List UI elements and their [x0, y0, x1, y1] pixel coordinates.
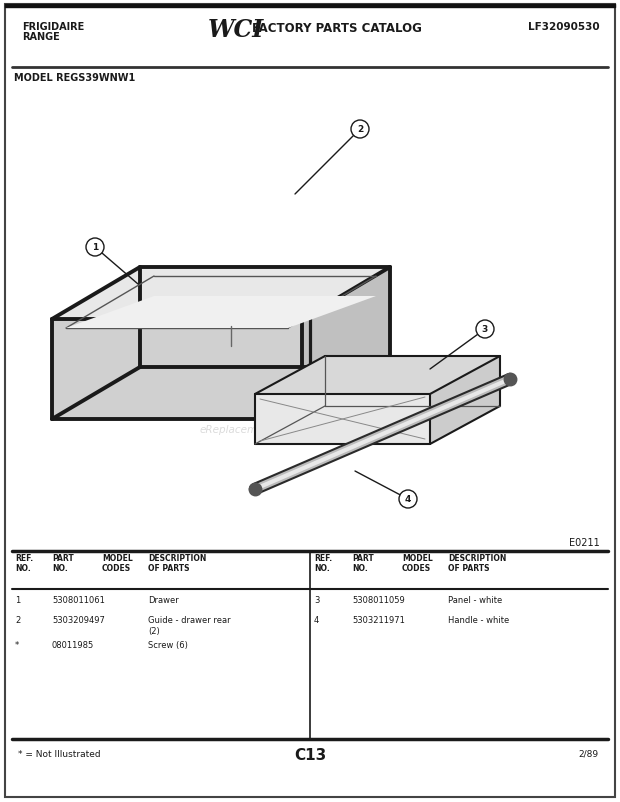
- Text: C13: C13: [294, 747, 326, 762]
- Polygon shape: [52, 268, 390, 320]
- Text: eReplacementParts.com: eReplacementParts.com: [200, 424, 327, 435]
- Polygon shape: [255, 357, 500, 395]
- Text: MODEL
CODES: MODEL CODES: [102, 553, 133, 573]
- Text: Screw (6): Screw (6): [148, 640, 188, 649]
- Text: * = Not Illustrated: * = Not Illustrated: [18, 749, 100, 758]
- Text: REF.
NO.: REF. NO.: [314, 553, 332, 573]
- Text: 4: 4: [405, 495, 411, 504]
- Text: 08011985: 08011985: [52, 640, 94, 649]
- Text: MODEL REGS39WNW1: MODEL REGS39WNW1: [14, 73, 135, 83]
- Text: Guide - drawer rear
(2): Guide - drawer rear (2): [148, 615, 231, 635]
- Text: Panel - white: Panel - white: [448, 595, 502, 604]
- Text: PART
NO.: PART NO.: [52, 553, 74, 573]
- Polygon shape: [255, 395, 430, 444]
- Text: FACTORY PARTS CATALOG: FACTORY PARTS CATALOG: [252, 22, 422, 35]
- Text: FRIGIDAIRE: FRIGIDAIRE: [22, 22, 84, 32]
- Text: 5303211971: 5303211971: [352, 615, 405, 624]
- Text: 2: 2: [357, 125, 363, 134]
- Text: RANGE: RANGE: [22, 32, 60, 42]
- Text: REF.
NO.: REF. NO.: [15, 553, 33, 573]
- Polygon shape: [52, 320, 302, 419]
- Text: 5308011059: 5308011059: [352, 595, 405, 604]
- Text: WCI: WCI: [208, 18, 264, 42]
- Text: LF32090530: LF32090530: [528, 22, 600, 32]
- Text: Handle - white: Handle - white: [448, 615, 509, 624]
- Polygon shape: [66, 297, 376, 329]
- Text: DESCRIPTION
OF PARTS: DESCRIPTION OF PARTS: [148, 553, 206, 573]
- Text: 2/89: 2/89: [578, 749, 598, 758]
- Text: PART
NO.: PART NO.: [352, 553, 374, 573]
- Polygon shape: [302, 268, 390, 419]
- Text: 5303209497: 5303209497: [52, 615, 105, 624]
- Text: 3: 3: [314, 595, 319, 604]
- Text: *: *: [15, 640, 19, 649]
- Polygon shape: [430, 357, 500, 444]
- Circle shape: [399, 490, 417, 508]
- Text: 1: 1: [15, 595, 20, 604]
- Text: 2: 2: [15, 615, 20, 624]
- Text: E0211: E0211: [569, 537, 600, 547]
- Circle shape: [351, 121, 369, 139]
- Circle shape: [476, 321, 494, 338]
- Text: MODEL
CODES: MODEL CODES: [402, 553, 433, 573]
- Text: DESCRIPTION
OF PARTS: DESCRIPTION OF PARTS: [448, 553, 507, 573]
- Text: 5308011061: 5308011061: [52, 595, 105, 604]
- Text: 4: 4: [314, 615, 319, 624]
- Text: Drawer: Drawer: [148, 595, 179, 604]
- Text: 1: 1: [92, 243, 98, 252]
- Text: 3: 3: [482, 325, 488, 334]
- Circle shape: [86, 239, 104, 257]
